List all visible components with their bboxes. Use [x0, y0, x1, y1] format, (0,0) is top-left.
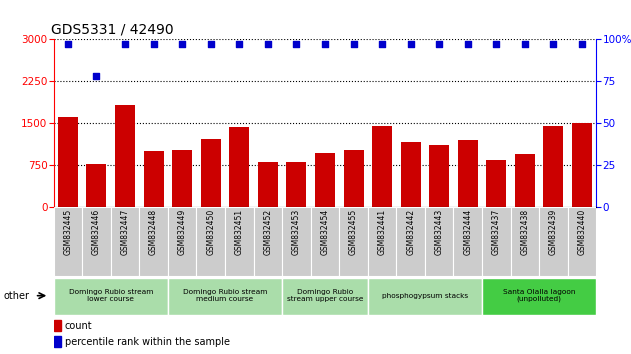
Point — [91, 73, 102, 79]
Bar — [510, 207, 539, 276]
Bar — [111, 207, 139, 276]
Point — [148, 41, 158, 47]
Bar — [54, 207, 82, 276]
Bar — [225, 207, 254, 276]
Bar — [487, 160, 506, 207]
Bar — [515, 154, 535, 207]
Bar — [282, 207, 310, 276]
Bar — [115, 105, 135, 207]
Bar — [54, 320, 61, 331]
Bar — [343, 150, 363, 207]
Bar — [401, 142, 421, 207]
Text: GSM832447: GSM832447 — [121, 209, 129, 255]
Bar — [539, 207, 568, 276]
Point — [234, 41, 244, 47]
Bar — [482, 278, 596, 315]
Text: GSM832441: GSM832441 — [377, 209, 387, 255]
Text: GSM832438: GSM832438 — [521, 209, 529, 255]
Bar — [168, 278, 282, 315]
Bar — [368, 207, 396, 276]
Text: GSM832448: GSM832448 — [149, 209, 158, 255]
Point — [120, 41, 130, 47]
Bar — [372, 126, 392, 207]
Bar — [368, 278, 482, 315]
Bar — [196, 207, 225, 276]
Bar — [286, 162, 307, 207]
Text: phosphogypsum stacks: phosphogypsum stacks — [382, 293, 468, 299]
Point — [577, 41, 587, 47]
Bar — [568, 207, 596, 276]
Point — [520, 41, 530, 47]
Bar — [310, 207, 339, 276]
Text: count: count — [65, 321, 92, 331]
Text: GSM832451: GSM832451 — [235, 209, 244, 255]
Bar — [201, 139, 221, 207]
Bar — [139, 207, 168, 276]
Point — [177, 41, 187, 47]
Text: Santa Olalla lagoon
(unpolluted): Santa Olalla lagoon (unpolluted) — [503, 289, 575, 302]
Text: GSM832443: GSM832443 — [435, 209, 444, 255]
Bar — [54, 278, 168, 315]
Text: GSM832453: GSM832453 — [292, 209, 301, 255]
Bar — [229, 127, 249, 207]
Bar — [454, 207, 482, 276]
Text: percentile rank within the sample: percentile rank within the sample — [65, 337, 230, 347]
Bar — [254, 207, 282, 276]
Text: GSM832437: GSM832437 — [492, 209, 501, 255]
Text: GSM832445: GSM832445 — [64, 209, 73, 255]
Bar — [429, 145, 449, 207]
Point — [377, 41, 387, 47]
Bar — [543, 126, 563, 207]
Bar — [258, 162, 278, 207]
Bar — [339, 207, 368, 276]
Point — [320, 41, 330, 47]
Point — [463, 41, 473, 47]
Text: GSM832440: GSM832440 — [577, 209, 586, 255]
Bar — [168, 207, 196, 276]
Text: GSM832455: GSM832455 — [349, 209, 358, 255]
Text: Domingo Rubio
stream upper course: Domingo Rubio stream upper course — [286, 289, 363, 302]
Bar — [282, 278, 368, 315]
Bar — [82, 207, 111, 276]
Point — [492, 41, 502, 47]
Bar — [58, 118, 78, 207]
Point — [406, 41, 416, 47]
Text: GDS5331 / 42490: GDS5331 / 42490 — [51, 22, 174, 36]
Bar — [54, 336, 61, 347]
Point — [292, 41, 302, 47]
Text: GSM832442: GSM832442 — [406, 209, 415, 255]
Text: GSM832449: GSM832449 — [178, 209, 187, 255]
Bar — [572, 123, 592, 207]
Point — [348, 41, 358, 47]
Text: GSM832444: GSM832444 — [463, 209, 472, 255]
Bar — [86, 165, 107, 207]
Bar — [172, 150, 192, 207]
Bar — [482, 207, 510, 276]
Text: other: other — [3, 291, 29, 301]
Bar — [457, 140, 478, 207]
Text: GSM832452: GSM832452 — [263, 209, 273, 255]
Text: Domingo Rubio stream
medium course: Domingo Rubio stream medium course — [183, 289, 268, 302]
Point — [63, 41, 73, 47]
Text: Domingo Rubio stream
lower course: Domingo Rubio stream lower course — [69, 289, 153, 302]
Text: GSM832446: GSM832446 — [92, 209, 101, 255]
Bar — [396, 207, 425, 276]
Point — [548, 41, 558, 47]
Text: GSM832439: GSM832439 — [549, 209, 558, 255]
Text: GSM832450: GSM832450 — [206, 209, 215, 255]
Bar — [315, 153, 335, 207]
Point — [262, 41, 273, 47]
Text: GSM832454: GSM832454 — [321, 209, 329, 255]
Bar — [144, 151, 163, 207]
Point — [434, 41, 444, 47]
Point — [206, 41, 216, 47]
Bar — [425, 207, 454, 276]
